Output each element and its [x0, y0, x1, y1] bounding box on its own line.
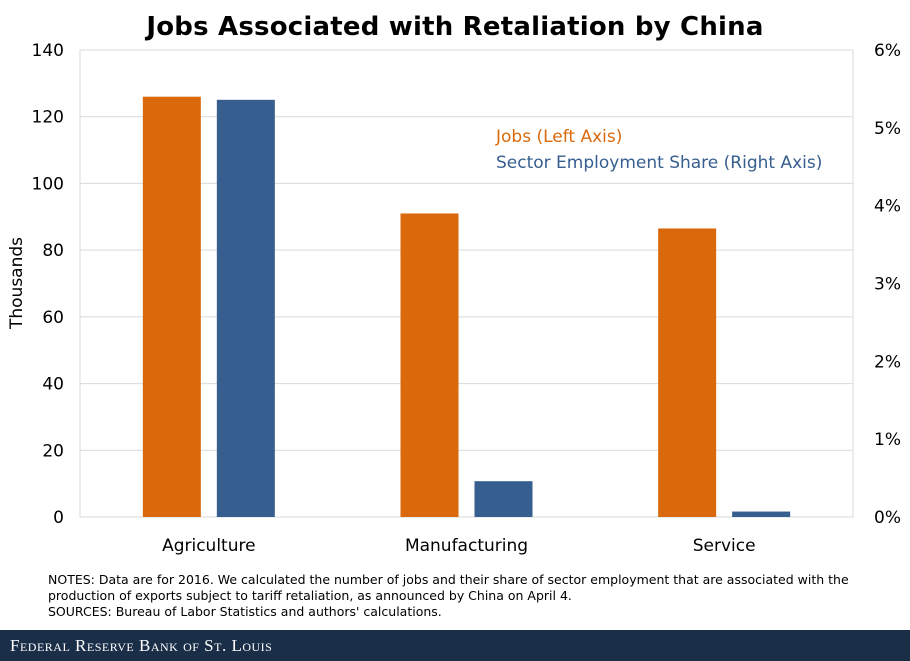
bar-manufacturing-jobs [400, 213, 459, 517]
right-tick-label: 5% [874, 119, 901, 139]
bar-service-jobs [658, 228, 717, 518]
left-tick-label: 40 [42, 375, 64, 395]
legend: Jobs (Left Axis) Sector Employment Share … [495, 127, 822, 173]
category-label: Manufacturing [405, 536, 528, 556]
notes: NOTES: Data are for 2016. We calculated … [48, 572, 898, 620]
right-tick-label: 2% [874, 352, 901, 372]
legend-item: Sector Employment Share (Right Axis) [496, 153, 822, 173]
bar-manufacturing-share [474, 481, 533, 517]
left-tick-label: 100 [32, 174, 64, 194]
right-tick-label: 1% [874, 430, 901, 450]
right-tick-label: 6% [874, 41, 901, 61]
category-label: Service [693, 536, 756, 556]
right-tick-label: 4% [874, 197, 901, 217]
left-tick-label: 0 [53, 508, 64, 528]
chart-title: Jobs Associated with Retaliation by Chin… [146, 12, 764, 42]
notes-line-2: production of exports subject to tariff … [48, 588, 572, 603]
legend-item: Jobs (Left Axis) [495, 127, 622, 147]
left-tick-label: 20 [42, 441, 64, 461]
left-tick-label: 120 [32, 108, 64, 128]
bar-agriculture-share [216, 99, 275, 518]
footer-logo-text: Federal Reserve Bank of St. Louis [10, 636, 273, 655]
plot-area-border [79, 49, 854, 518]
category-labels: Agriculture Manufacturing Service [162, 536, 756, 556]
right-tick-label: 0% [874, 508, 901, 528]
left-tick-label: 80 [42, 241, 64, 261]
left-tick-label: 60 [42, 308, 64, 328]
left-axis-title: Thousands [7, 237, 27, 330]
right-tick-label: 3% [874, 275, 901, 295]
category-label: Agriculture [162, 536, 256, 556]
left-axis-ticks: 0 20 40 60 80 100 120 140 [32, 41, 64, 528]
sources-line: SOURCES: Bureau of Labor Statistics and … [48, 604, 442, 619]
bar-service-share [732, 511, 791, 517]
notes-line-1: NOTES: Data are for 2016. We calculated … [48, 572, 849, 587]
footer-bar: Federal Reserve Bank of St. Louis [0, 630, 910, 661]
bar-chart: 0 20 40 60 80 100 120 140 0% 1% 2% 3% 4% 5% 6% Agricu… [7, 41, 901, 556]
bar-agriculture-jobs [142, 96, 201, 517]
left-tick-label: 140 [32, 41, 64, 61]
bars [142, 96, 791, 518]
right-axis-ticks: 0% 1% 2% 3% 4% 5% 6% [874, 41, 901, 528]
